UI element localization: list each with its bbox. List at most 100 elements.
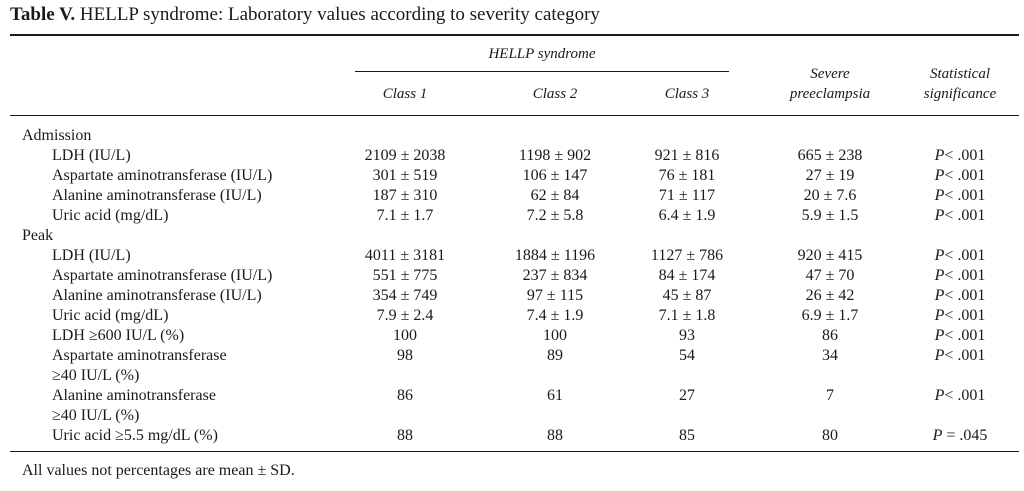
value-c3: 85 (679, 427, 695, 444)
header-statistical: Statistical significance (900, 64, 1020, 104)
value-sp: 47 ± 70 (805, 267, 855, 284)
p-number: < .001 (944, 167, 986, 184)
header-severe-line2: preeclampsia (789, 86, 871, 102)
value-c3: 27 (679, 387, 695, 404)
p-value: P< .001 (900, 346, 1020, 366)
value-c3: 45 ± 87 (662, 287, 712, 304)
p-number: < .001 (944, 327, 986, 344)
value-c1: 301 ± 519 (372, 167, 438, 184)
group-span-rule (355, 71, 729, 72)
value-c1: 4011 ± 3181 (364, 247, 446, 264)
row-label: LDH ≥600 IU/L (%) (52, 327, 185, 344)
p-value: P< .001 (900, 206, 1020, 226)
value-sp: 665 ± 238 (797, 147, 863, 164)
p-value: P< .001 (900, 326, 1020, 346)
value-c1: 7.1 ± 1.7 (376, 207, 434, 224)
header-class2: Class 2 (532, 86, 578, 102)
value-c2: 1198 ± 902 (518, 147, 592, 164)
p-value: P< .001 (900, 246, 1020, 266)
value-c2: 61 (547, 387, 563, 404)
row-label: Alanine aminotransferase (52, 387, 216, 404)
value-c3: 84 ± 174 (658, 267, 716, 284)
p-number: < .001 (944, 247, 986, 264)
p-symbol: P (934, 387, 945, 404)
p-value: P< .001 (900, 186, 1020, 206)
value-sp: 20 ± 7.6 (803, 187, 857, 204)
row-label: LDH (IU/L) (52, 247, 131, 264)
header-class3: Class 3 (664, 86, 710, 102)
table-caption: HELLP syndrome: Laboratory values accord… (79, 4, 600, 25)
p-symbol: P (934, 307, 945, 324)
p-symbol: P (934, 167, 945, 184)
value-c1: 187 ± 310 (372, 187, 438, 204)
value-c2: 97 ± 115 (526, 287, 584, 304)
p-value: P< .001 (900, 306, 1020, 326)
table-number: Table V. (10, 4, 76, 25)
value-c3: 54 (679, 347, 695, 364)
p-symbol: P (934, 247, 945, 264)
value-sp: 80 (822, 427, 838, 444)
p-number: < .001 (944, 307, 986, 324)
row-label: ≥40 IU/L (%) (52, 367, 140, 384)
value-c1: 354 ± 749 (372, 287, 438, 304)
value-c3: 7.1 ± 1.8 (658, 307, 716, 324)
value-c3: 71 ± 117 (658, 187, 716, 204)
header-stat-line2: significance (923, 86, 997, 102)
p-value: P< .001 (900, 146, 1020, 166)
p-number: < .001 (944, 387, 986, 404)
value-c3: 921 ± 816 (654, 147, 720, 164)
p-number: < .001 (944, 207, 986, 224)
row-label: Alanine aminotransferase (IU/L) (52, 187, 262, 204)
p-number: < .001 (944, 347, 986, 364)
p-number: = .045 (942, 427, 988, 444)
value-c3: 6.4 ± 1.9 (658, 207, 716, 224)
p-symbol: P (934, 187, 945, 204)
value-sp: 86 (822, 327, 838, 344)
row-label: Uric acid (mg/dL) (52, 207, 169, 224)
value-c2: 89 (547, 347, 563, 364)
p-symbol: P (934, 327, 945, 344)
p-value: P< .001 (900, 286, 1020, 306)
p-number: < .001 (944, 147, 986, 164)
value-c1: 7.9 ± 2.4 (376, 307, 434, 324)
row-label: Uric acid ≥5.5 mg/dL (%) (52, 427, 218, 444)
value-sp: 26 ± 42 (805, 287, 855, 304)
p-symbol: P (934, 287, 945, 304)
row-label: Alanine aminotransferase (IU/L) (52, 287, 262, 304)
value-sp: 5.9 ± 1.5 (801, 207, 859, 224)
value-c1: 100 (393, 327, 417, 344)
value-c2: 88 (547, 427, 563, 444)
p-value: P< .001 (900, 166, 1020, 186)
section-admission: Admission (22, 127, 92, 144)
table-title: Table V. HELLP syndrome: Laboratory valu… (10, 4, 600, 26)
value-c3: 1127 ± 786 (650, 247, 724, 264)
row-label: ≥40 IU/L (%) (52, 407, 140, 424)
value-sp: 34 (822, 347, 838, 364)
header-severe: Severe preeclampsia (760, 64, 900, 104)
value-sp: 7 (826, 387, 834, 404)
value-c1: 88 (397, 427, 413, 444)
section-peak: Peak (22, 227, 54, 244)
value-c1: 551 ± 775 (372, 267, 438, 284)
value-c2: 7.2 ± 5.8 (526, 207, 584, 224)
group-header: HELLP syndrome (488, 46, 596, 62)
p-symbol: P (932, 427, 943, 444)
value-c3: 76 ± 181 (658, 167, 716, 184)
top-rule (10, 34, 1019, 36)
p-symbol: P (934, 147, 945, 164)
row-label: Aspartate aminotransferase (IU/L) (52, 167, 273, 184)
row-label: Uric acid (mg/dL) (52, 307, 169, 324)
value-sp: 920 ± 415 (797, 247, 863, 264)
value-c2: 106 ± 147 (522, 167, 588, 184)
value-c3: 93 (679, 327, 695, 344)
value-c1: 98 (397, 347, 413, 364)
value-c2: 100 (543, 327, 567, 344)
p-value: P = .045 (900, 426, 1020, 446)
row-label: Aspartate aminotransferase (IU/L) (52, 267, 273, 284)
p-number: < .001 (944, 267, 986, 284)
header-class1: Class 1 (382, 86, 428, 102)
value-c2: 7.4 ± 1.9 (526, 307, 584, 324)
p-symbol: P (934, 347, 945, 364)
header-stat-line1: Statistical (930, 66, 990, 82)
table-footnote: All values not percentages are mean ± SD… (22, 462, 295, 479)
